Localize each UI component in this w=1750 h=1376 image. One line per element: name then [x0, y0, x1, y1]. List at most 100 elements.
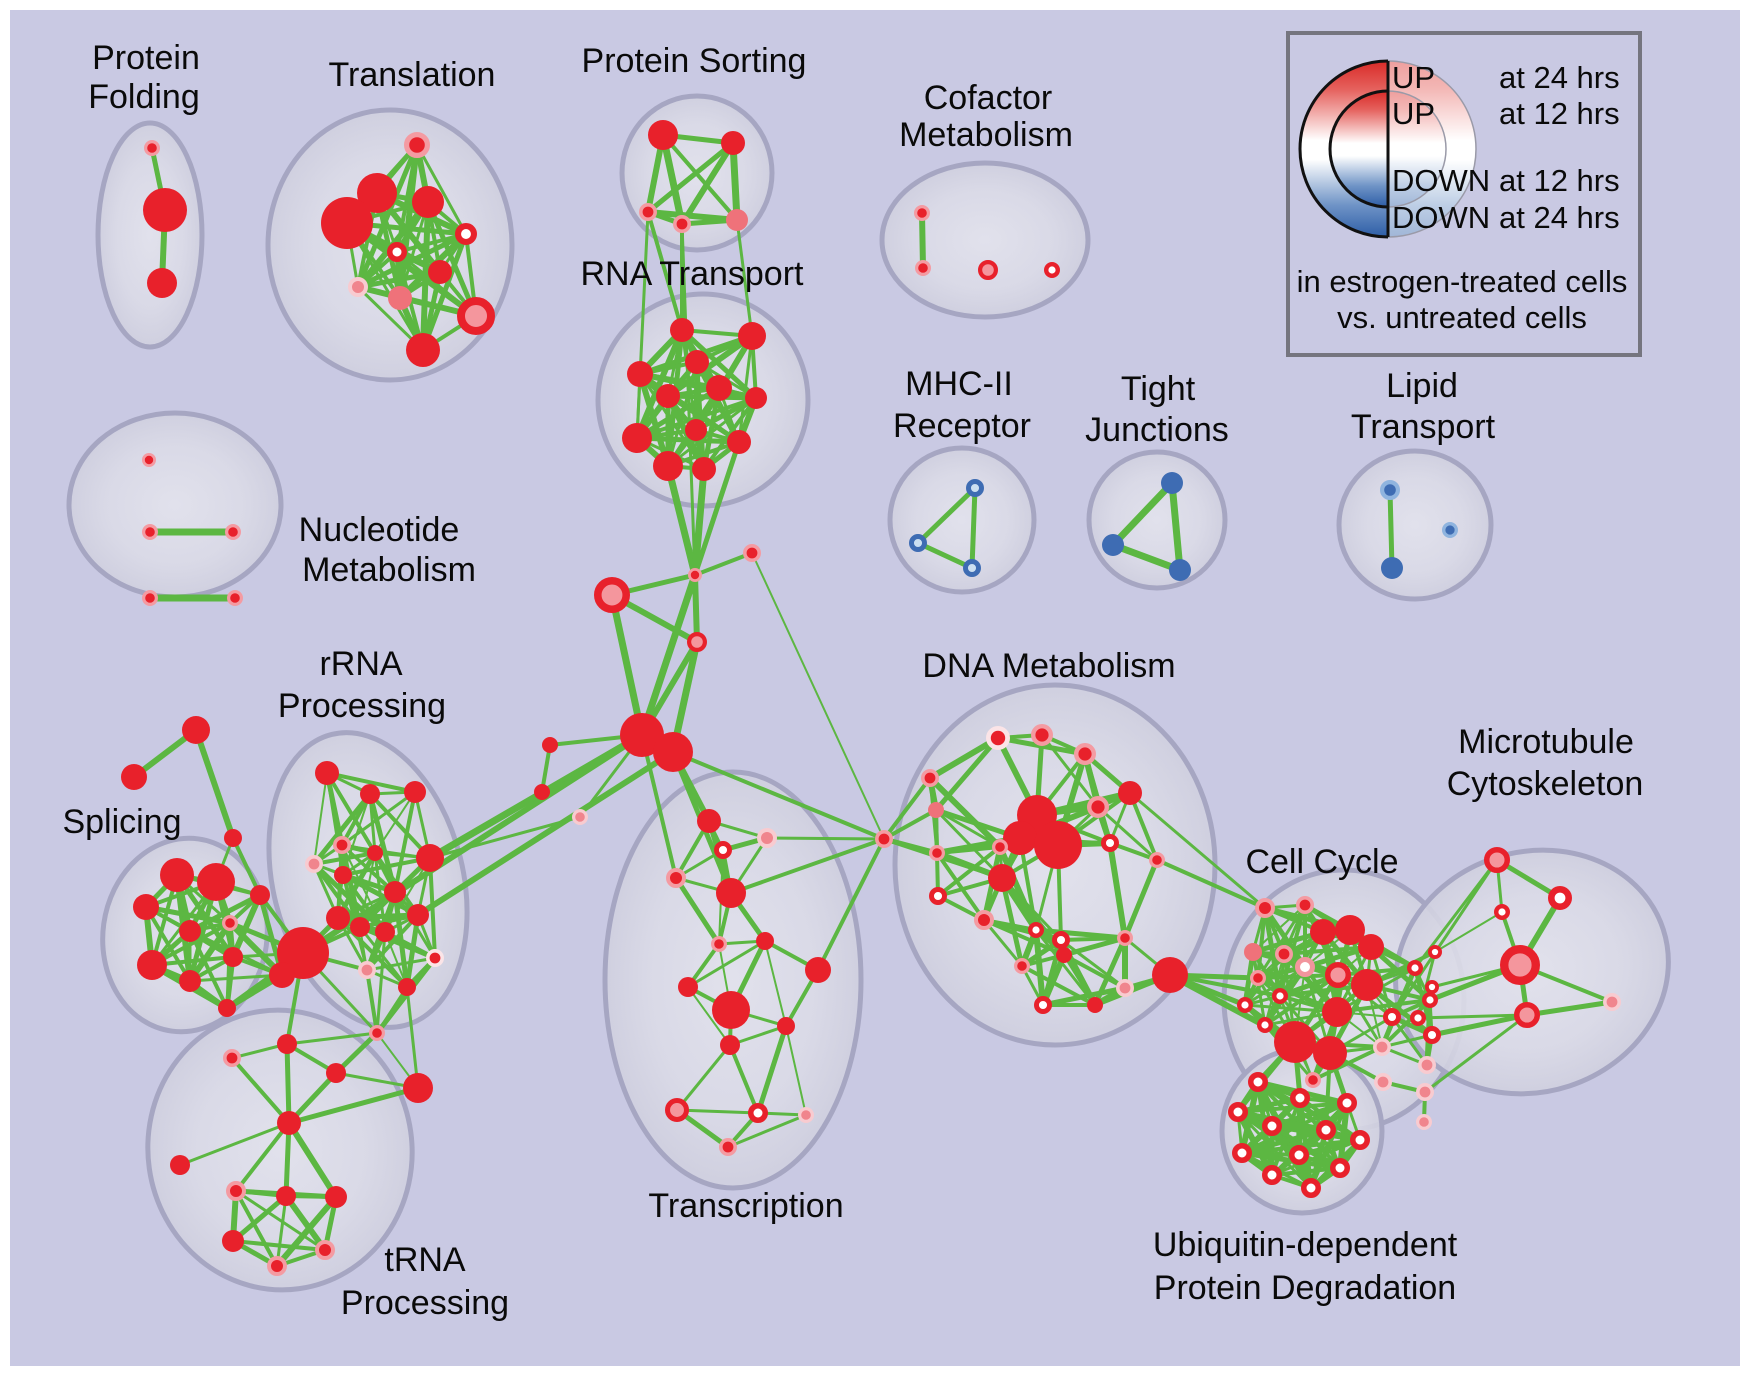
network-node-rna-transport[interactable]: [727, 430, 751, 454]
network-node-rrna-processing[interactable]: [403, 1073, 433, 1103]
network-node-central-connectors[interactable]: [653, 732, 693, 772]
network-node-dna-metabolism[interactable]: [1100, 833, 1119, 852]
network-node-ubiquitin-degradation[interactable]: [1316, 1120, 1336, 1140]
network-node-rrna-processing[interactable]: [304, 854, 323, 873]
network-node-cell-cycle[interactable]: [1236, 997, 1253, 1014]
network-node-splicing[interactable]: [250, 885, 270, 905]
network-node-cell-cycle[interactable]: [1421, 992, 1438, 1009]
network-node-dna-metabolism[interactable]: [1013, 957, 1030, 974]
network-node-rrna-processing[interactable]: [326, 906, 350, 930]
network-node-dna-metabolism[interactable]: [1051, 930, 1070, 949]
network-node-mhc-ii-receptor[interactable]: [962, 558, 981, 577]
network-node-dna-metabolism[interactable]: [1056, 947, 1072, 963]
network-node-microtubule-cytoskeleton[interactable]: [1499, 945, 1540, 986]
network-node-rna-transport[interactable]: [745, 387, 767, 409]
network-node-rna-transport[interactable]: [653, 451, 683, 481]
network-node-pale-chain[interactable]: [1416, 1083, 1435, 1102]
network-node-dna-metabolism[interactable]: [928, 844, 945, 861]
network-node-nucleotide-metabolism[interactable]: [227, 589, 244, 606]
network-node-trna-processing[interactable]: [276, 1186, 296, 1206]
network-node-rrna-processing[interactable]: [407, 904, 429, 926]
network-node-protein-sorting[interactable]: [648, 120, 678, 150]
network-node-trna-processing[interactable]: [222, 1230, 244, 1252]
network-node-cell-cycle[interactable]: [1310, 919, 1336, 945]
network-node-rna-transport[interactable]: [685, 350, 709, 374]
network-node-rrna-processing[interactable]: [315, 761, 339, 785]
network-node-pale-chain[interactable]: [1415, 1113, 1432, 1130]
network-node-microtubule-cytoskeleton[interactable]: [1513, 1001, 1540, 1028]
network-node-cell-cycle[interactable]: [1422, 1025, 1441, 1044]
network-node-splicing-triangle[interactable]: [121, 764, 147, 790]
network-node-cofactor-metabolism[interactable]: [977, 260, 998, 281]
network-node-rna-transport[interactable]: [627, 361, 653, 387]
network-node-rna-transport[interactable]: [706, 375, 732, 401]
network-node-splicing-triangle[interactable]: [224, 829, 242, 847]
network-node-transcription[interactable]: [756, 932, 774, 950]
network-node-transcription[interactable]: [716, 878, 746, 908]
network-node-dna-metabolism[interactable]: [928, 886, 947, 905]
network-node-dna-metabolism[interactable]: [920, 768, 939, 787]
network-node-trna-processing[interactable]: [267, 1256, 287, 1276]
network-node-dna-metabolism[interactable]: [1027, 922, 1044, 939]
network-node-transcription[interactable]: [697, 809, 721, 833]
network-node-translation[interactable]: [412, 186, 444, 218]
network-node-transcription[interactable]: [718, 1138, 737, 1157]
network-node-rrna-processing[interactable]: [357, 960, 376, 979]
network-node-cell-cycle[interactable]: [1406, 960, 1423, 977]
network-node-cell-cycle[interactable]: [1244, 943, 1262, 961]
network-node-rrna-processing[interactable]: [369, 1024, 386, 1041]
network-node-rrna-processing[interactable]: [404, 781, 426, 803]
network-node-protein-folding[interactable]: [147, 268, 177, 298]
network-node-ubiquitin-degradation[interactable]: [1228, 1102, 1248, 1122]
network-node-cell-cycle[interactable]: [1249, 969, 1266, 986]
network-node-rrna-processing[interactable]: [367, 845, 383, 861]
network-node-cell-cycle[interactable]: [1373, 1038, 1392, 1057]
network-node-rrna-processing[interactable]: [416, 844, 444, 872]
network-node-dna-metabolism[interactable]: [986, 726, 1011, 751]
network-node-transcription[interactable]: [748, 1103, 768, 1123]
network-node-cofactor-metabolism[interactable]: [914, 260, 931, 277]
network-node-rrna-processing[interactable]: [332, 835, 351, 854]
network-node-tight-junctions[interactable]: [1169, 559, 1191, 581]
network-node-microtubule-cytoskeleton[interactable]: [1483, 846, 1510, 873]
network-node-ubiquitin-degradation[interactable]: [1232, 1143, 1252, 1163]
network-node-translation[interactable]: [456, 296, 495, 335]
network-node-central-connectors[interactable]: [742, 543, 761, 562]
network-node-splicing[interactable]: [133, 894, 159, 920]
network-node-ubiquitin-degradation[interactable]: [1290, 1088, 1310, 1108]
network-node-nucleotide-metabolism[interactable]: [141, 452, 156, 467]
network-node-lipid-transport[interactable]: [1442, 521, 1459, 538]
network-node-transcription[interactable]: [665, 1098, 690, 1123]
network-node-central-connectors[interactable]: [686, 631, 707, 652]
network-node-mhc-ii-receptor[interactable]: [965, 479, 984, 498]
network-node-mhc-ii-receptor[interactable]: [908, 533, 927, 552]
network-node-dna-metabolism[interactable]: [1034, 821, 1082, 869]
network-node-cell-cycle[interactable]: [1296, 895, 1315, 914]
network-node-microtubule-cytoskeleton[interactable]: [1425, 979, 1440, 994]
network-node-dna-metabolism[interactable]: [1152, 957, 1188, 993]
network-node-splicing[interactable]: [160, 858, 194, 892]
network-node-central-connectors[interactable]: [688, 568, 703, 583]
network-node-dna-metabolism[interactable]: [974, 910, 994, 930]
network-node-protein-sorting[interactable]: [672, 215, 691, 234]
network-node-cofactor-metabolism[interactable]: [913, 205, 930, 222]
network-node-translation[interactable]: [348, 277, 368, 297]
network-node-splicing[interactable]: [222, 914, 239, 931]
network-node-central-connectors[interactable]: [874, 829, 893, 848]
network-node-cell-cycle[interactable]: [1271, 988, 1288, 1005]
network-node-microtubule-cytoskeleton[interactable]: [1603, 992, 1622, 1011]
network-node-protein-sorting[interactable]: [638, 203, 657, 222]
network-node-transcription[interactable]: [797, 1106, 814, 1123]
network-node-cell-cycle[interactable]: [1418, 1056, 1437, 1075]
network-node-splicing[interactable]: [197, 863, 235, 901]
network-node-central-connectors[interactable]: [594, 577, 631, 614]
network-node-translation[interactable]: [321, 197, 373, 249]
network-node-dna-metabolism[interactable]: [1073, 743, 1096, 766]
network-node-ubiquitin-degradation[interactable]: [1350, 1130, 1370, 1150]
network-node-rrna-processing[interactable]: [350, 917, 370, 937]
network-node-rna-transport[interactable]: [685, 419, 707, 441]
network-node-dna-metabolism[interactable]: [1148, 851, 1165, 868]
network-node-transcription[interactable]: [757, 828, 777, 848]
network-node-central-connectors[interactable]: [534, 784, 550, 800]
network-node-protein-sorting[interactable]: [721, 131, 745, 155]
